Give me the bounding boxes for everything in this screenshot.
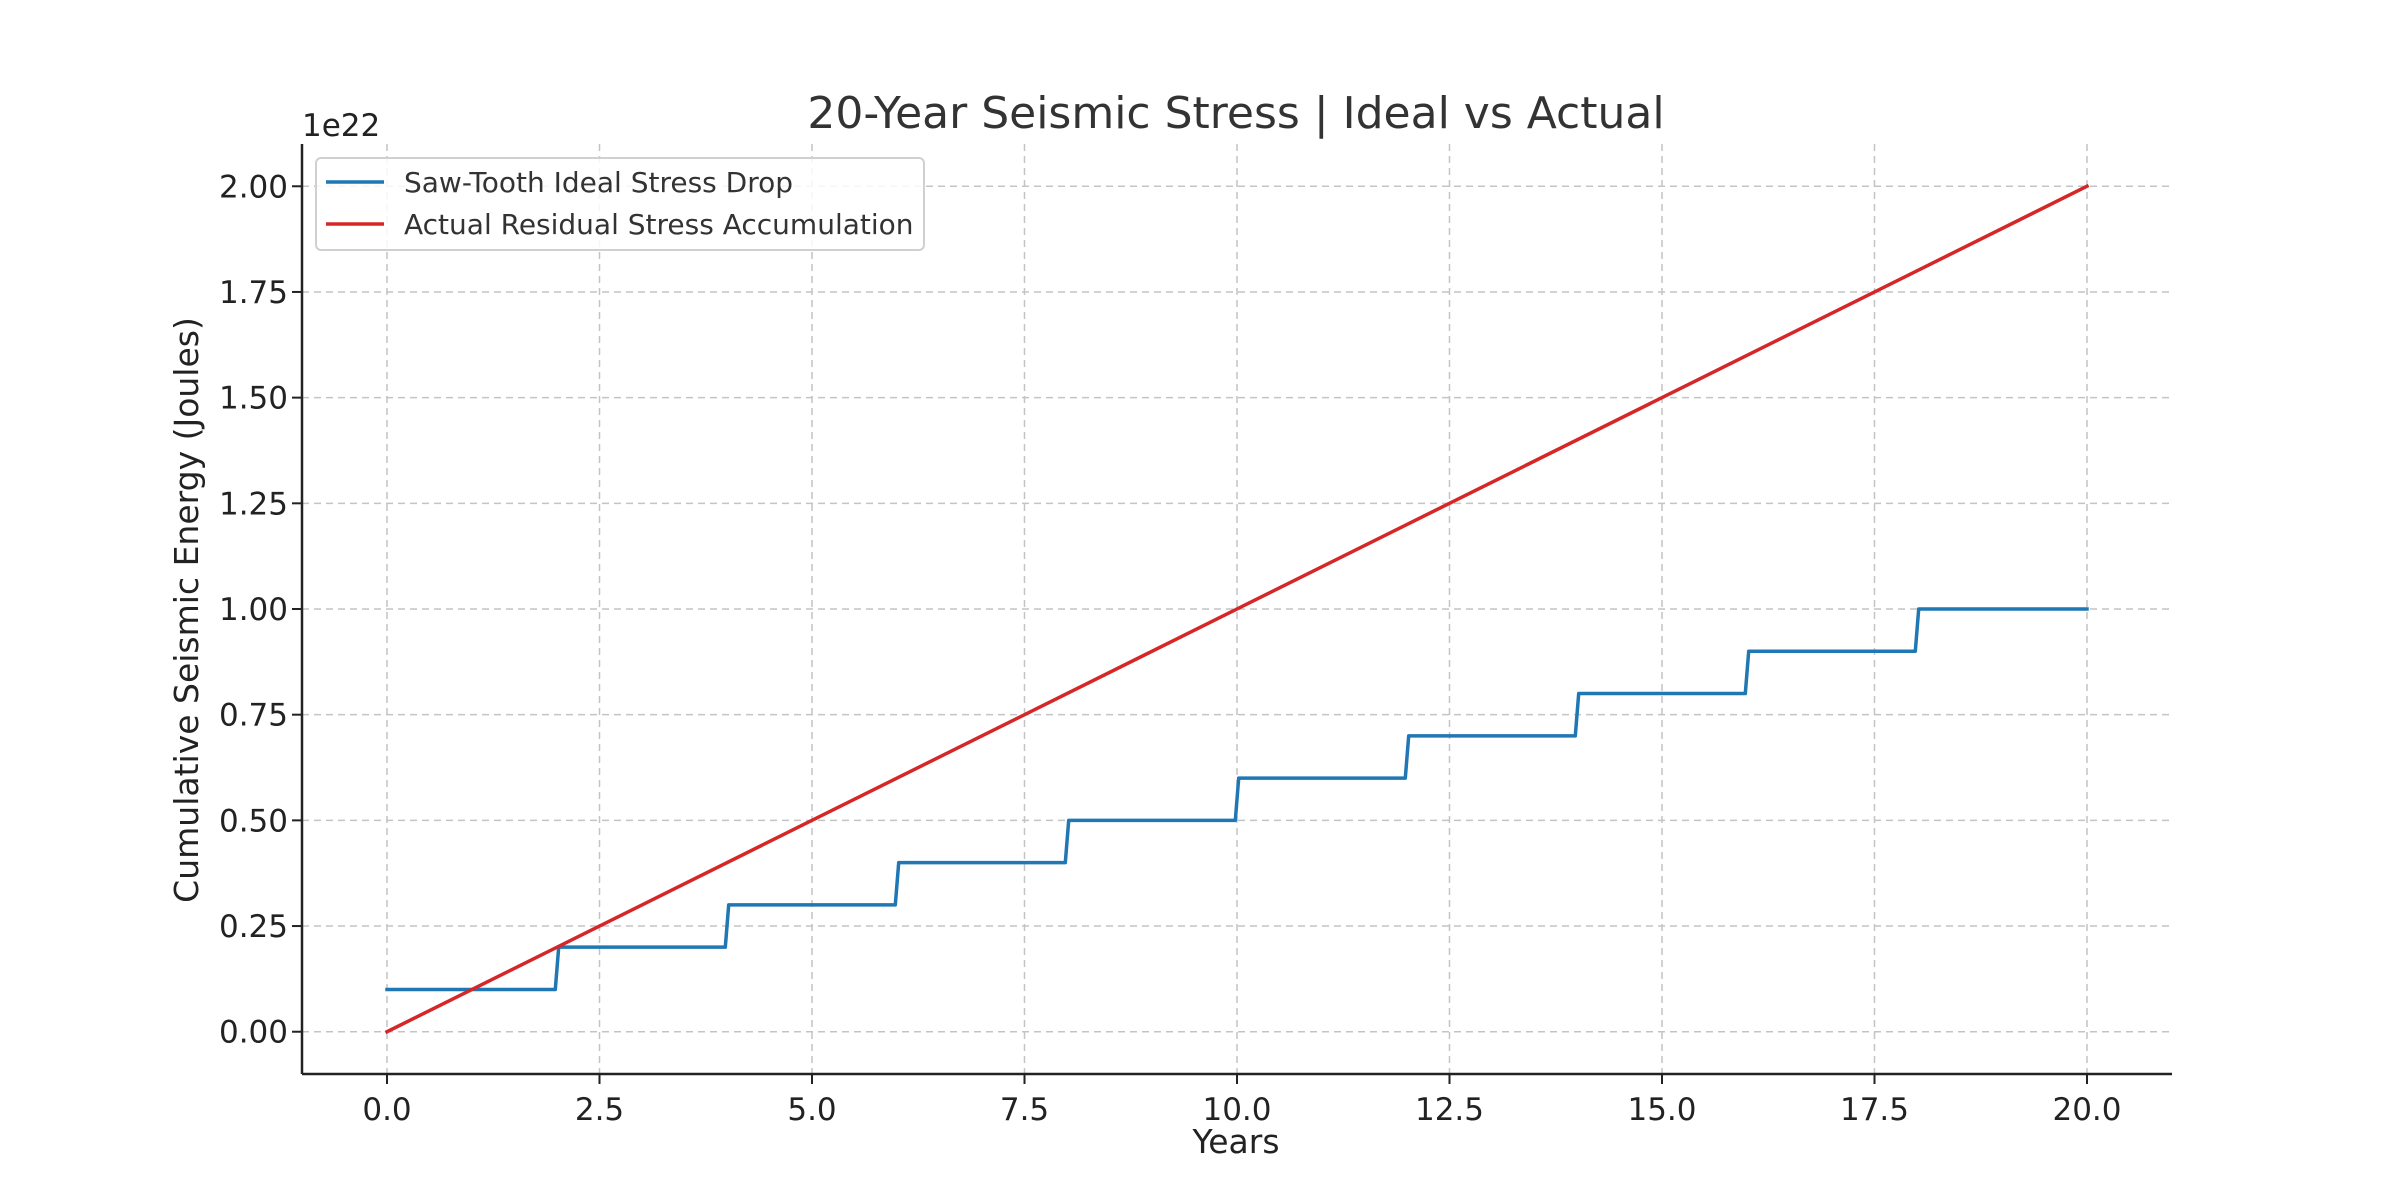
x-tick-label: 17.5 (1840, 1092, 1909, 1128)
y-tick-label: 0.50 (219, 803, 288, 839)
x-tick-label: 5.0 (787, 1092, 836, 1128)
y-axis-offset-label: 1e22 (302, 108, 380, 144)
y-axis-label: Cumulative Seismic Energy (Joules) (167, 317, 206, 903)
x-tick-label: 12.5 (1415, 1092, 1484, 1128)
legend-label-actual: Actual Residual Stress Accumulation (404, 208, 914, 241)
y-tick-label: 1.50 (219, 381, 288, 417)
x-axis-ticks: 0.0 2.5 5.0 7.5 10.0 12.5 15.0 17.5 20.0 (362, 1074, 2122, 1128)
legend-box (315, 157, 925, 251)
series-line-ideal-stress-drop (385, 607, 2089, 992)
legend: Saw-Tooth Ideal Stress Drop Actual Resid… (315, 157, 925, 251)
y-axis-ticks: 0.00 0.25 0.50 0.75 1.00 1.25 1.50 1.75 2.00 (219, 169, 302, 1051)
x-tick-label: 20.0 (2052, 1092, 2121, 1128)
x-axis-label: Years (1191, 1122, 1279, 1161)
legend-label-ideal: Saw-Tooth Ideal Stress Drop (404, 166, 793, 199)
chart-title: 20-Year Seismic Stress | Ideal vs Actual (807, 88, 1664, 139)
x-tick-label: 15.0 (1627, 1092, 1696, 1128)
y-tick-label: 2.00 (219, 169, 288, 205)
x-tick-label: 7.5 (1000, 1092, 1049, 1128)
x-tick-label: 0.0 (362, 1092, 411, 1128)
y-tick-label: 0.25 (219, 909, 288, 945)
grid-lines (302, 144, 2172, 1074)
x-tick-label: 10.0 (1202, 1092, 1271, 1128)
y-tick-label: 0.75 (219, 698, 288, 734)
series-lines (384, 183, 2090, 1035)
y-tick-label: 0.00 (219, 1015, 288, 1051)
y-tick-label: 1.00 (219, 592, 288, 628)
series-line-actual-residual-stress (384, 183, 2090, 1035)
y-tick-label: 1.25 (219, 486, 288, 522)
y-tick-label: 1.75 (219, 275, 288, 311)
x-tick-label: 2.5 (575, 1092, 624, 1128)
